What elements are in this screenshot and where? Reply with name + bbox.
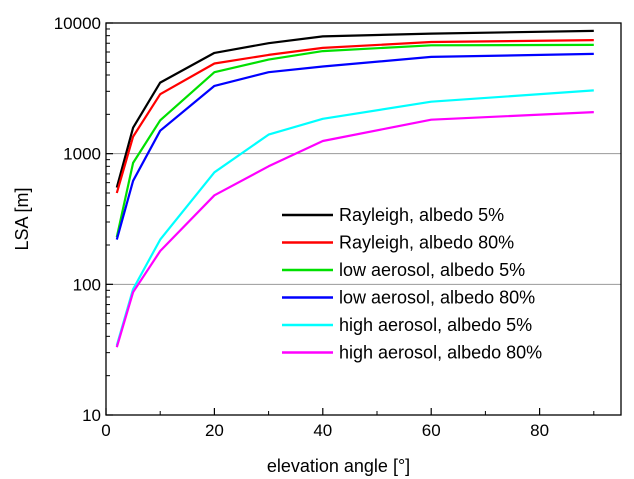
axis-ticks: 0 20 40 60 80 10 100 1000 10000 [54, 14, 595, 440]
legend-label-4: low aerosol, albedo 80% [339, 288, 535, 308]
x-tick-label: 60 [422, 421, 441, 440]
legend-label-5: high aerosol, albedo 5% [339, 315, 532, 335]
x-tick-label: 40 [313, 421, 332, 440]
x-tick-label: 20 [205, 421, 224, 440]
y-tick-label: 10 [82, 406, 101, 425]
series-line-2 [115, 39, 594, 194]
y-tick-label: 10000 [54, 14, 101, 33]
y-axis-title: LSA [m] [12, 187, 32, 250]
series-line-1 [115, 29, 594, 188]
x-axis-title: elevation angle [°] [267, 456, 410, 476]
x-tick-label: 80 [530, 421, 549, 440]
legend-label-1: Rayleigh, albedo 5% [339, 205, 504, 225]
legend-label-3: low aerosol, albedo 5% [339, 260, 525, 280]
legend-label-6: high aerosol, albedo 80% [339, 343, 542, 363]
y-tick-label: 100 [73, 275, 101, 294]
y-tick-label: 1000 [63, 145, 101, 164]
gridlines [106, 153, 621, 285]
series-line-6 [115, 111, 594, 348]
series-line-5 [115, 89, 594, 346]
series-layer [115, 29, 594, 348]
legend-label-2: Rayleigh, albedo 80% [339, 233, 514, 253]
series-line-4 [115, 52, 594, 240]
x-tick-label: 0 [101, 421, 110, 440]
plot-frame [105, 22, 622, 416]
series-line-3 [115, 43, 594, 238]
legend: Rayleigh, albedo 5% Rayleigh, albedo 80% l… [282, 205, 542, 363]
